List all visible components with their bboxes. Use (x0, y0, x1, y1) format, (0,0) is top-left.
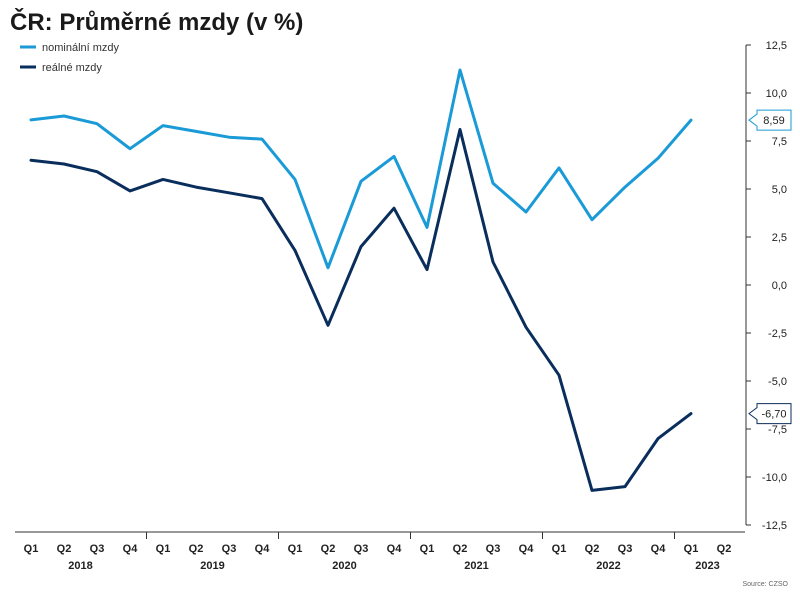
legend-label-real: reálné mzdy (42, 62, 102, 74)
x-tick-label: Q4 (387, 543, 403, 555)
y-tick-label: 0,0 (772, 280, 787, 292)
year-label: 2019 (200, 560, 224, 572)
x-tick-label: Q3 (618, 543, 633, 555)
x-tick-label: Q3 (486, 543, 501, 555)
y-tick-label: 10,0 (766, 88, 787, 100)
x-tick-label: Q3 (222, 543, 237, 555)
source-note: Source: CZSO (742, 581, 788, 588)
y-tick-label: 12,5 (766, 40, 787, 52)
end-label-box (748, 109, 792, 131)
y-axis: 12,5 10,0 7,5 5,0 2,5 0,0 -2,5 -5,0 -7,5 -10,0 -12… (745, 40, 787, 532)
x-tick-label: Q2 (453, 543, 468, 555)
end-label-nominal: 8,59 (748, 109, 792, 131)
chart-title: ČR: Průměrné mzdy (v %) (10, 8, 303, 36)
legend: nominální mzdy reálné mzdy (20, 42, 120, 74)
legend-label-nominal: nominální mzdy (42, 42, 120, 54)
y-tick-label: 2,5 (772, 232, 787, 244)
year-label: 2023 (695, 560, 719, 572)
x-tick-label: Q4 (651, 543, 667, 555)
x-tick-label: Q2 (189, 543, 204, 555)
end-label-value: 8,59 (763, 115, 784, 127)
end-label-value: -6,70 (761, 409, 786, 421)
end-labels: 8,59 -6,70 (748, 109, 792, 425)
x-tick-label: Q4 (255, 543, 271, 555)
legend-item-nominal: nominální mzdy (20, 42, 120, 54)
y-tick-label: -2,5 (768, 328, 787, 340)
x-tick-label: Q1 (288, 543, 303, 555)
year-label: 2021 (464, 560, 488, 572)
x-tick-label: Q2 (321, 543, 336, 555)
series-line-nominal (29, 68, 693, 270)
x-tick-label: Q1 (156, 543, 171, 555)
y-tick-label: -7,5 (768, 424, 787, 436)
x-tick-label: Q2 (585, 543, 600, 555)
end-label-box (748, 403, 792, 425)
year-label: 2018 (68, 560, 92, 572)
x-tick-label: Q1 (552, 543, 567, 555)
x-tick-label: Q1 (684, 543, 699, 555)
x-tick-label: Q3 (90, 543, 105, 555)
y-tick-label: -12,5 (762, 520, 787, 532)
y-tick-label: -10,0 (762, 472, 787, 484)
x-tick-label: Q1 (24, 543, 39, 555)
x-axis: Q1 Q2 Q3 Q4 Q1 Q2 Q3 Q4 Q1 Q2 Q3 Q4 Q1 Q2 Q3 Q4 Q1 Q2 Q3 Q4… (15, 531, 745, 572)
x-tick-label: Q4 (519, 543, 535, 555)
end-label-real: -6,70 (748, 403, 792, 425)
x-tick-label: Q4 (123, 543, 139, 555)
year-label: 2020 (332, 560, 356, 572)
y-tick-label: 5,0 (772, 184, 787, 196)
x-tick-label: Q1 (420, 543, 435, 555)
y-tick-label: -5,0 (768, 376, 787, 388)
year-label: 2022 (596, 560, 620, 572)
legend-item-real: reálné mzdy (20, 62, 102, 74)
x-tick-label: Q2 (717, 543, 732, 555)
y-tick-label: 7,5 (772, 136, 787, 148)
x-tick-label: Q2 (57, 543, 72, 555)
x-tick-label: Q3 (354, 543, 369, 555)
series-layer (29, 68, 693, 492)
series-line-real (29, 128, 693, 492)
